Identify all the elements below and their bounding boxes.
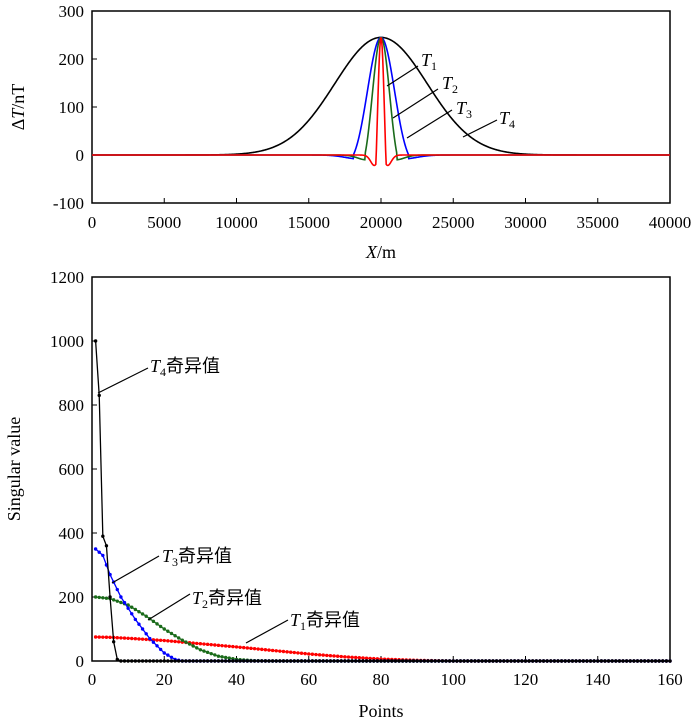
top-x-tick-label: 35000 — [577, 213, 620, 232]
top-label-t3: T3 — [456, 98, 472, 121]
bottom-y-tick-label: 800 — [59, 396, 85, 415]
bottom-leader-t4 — [97, 367, 149, 394]
top-y-tick-label: -100 — [53, 194, 84, 213]
top-series-line-t2 — [92, 36, 670, 161]
top-leader-t3 — [406, 109, 453, 139]
bottom-y-tick-label: 200 — [59, 588, 85, 607]
bottom-x-tick-label: 160 — [657, 670, 683, 689]
top-leader-t1 — [386, 65, 419, 87]
top-x-axis-label: X/m — [365, 242, 396, 262]
top-y-axis-label: ΔT/nT — [8, 84, 28, 131]
bottom-y-tick-label: 600 — [59, 460, 85, 479]
top-x-tick-label: 30000 — [504, 213, 547, 232]
bottom-series-labels: T1奇异值 T2奇异值 T3奇异值 T4奇异值 — [97, 356, 360, 644]
bottom-label-t4: T4奇异值 — [150, 356, 220, 379]
bottom-series — [93, 339, 672, 663]
top-label-t4: T4 — [499, 108, 515, 131]
top-leader-t2 — [392, 88, 439, 119]
bottom-x-tick-label: 40 — [228, 670, 245, 689]
top-series-line-t4 — [92, 36, 670, 156]
bottom-x-tick-label: 140 — [585, 670, 611, 689]
top-label-t2: T2 — [442, 73, 458, 96]
bottom-label-t1: T1奇异值 — [290, 610, 360, 633]
top-x-tick-label: 20000 — [360, 213, 403, 232]
bottom-x-tick-label: 100 — [441, 670, 467, 689]
top-x-tick-label: 5000 — [147, 213, 181, 232]
bottom-series-line-t4 — [94, 340, 670, 662]
bottom-y-tick-label: 400 — [59, 524, 85, 543]
bottom-x-axis-label: Points — [358, 701, 403, 721]
top-series-line-t3 — [92, 36, 670, 160]
top-y-tick-label: 200 — [59, 50, 85, 69]
bottom-leader-t1 — [245, 619, 289, 644]
top-x-tick-label: 10000 — [215, 213, 258, 232]
top-label-t1: T1 — [421, 50, 437, 73]
bottom-series-line-t2 — [95, 596, 670, 662]
top-x-tick-label: 40000 — [649, 213, 692, 232]
bottom-y-axis-label: Singular value — [4, 417, 24, 521]
top-x-tick-label: 15000 — [288, 213, 331, 232]
bottom-points-t4 — [93, 339, 672, 663]
top-y-tick-label: 300 — [59, 2, 85, 21]
bottom-ticks: 0 20 40 60 80 100 120 140 160 0 200 400 600 800 1000 12… — [50, 268, 683, 689]
bottom-label-t2: T2奇异值 — [192, 588, 262, 611]
bottom-x-tick-label: 0 — [88, 670, 97, 689]
bottom-x-tick-label: 120 — [513, 670, 539, 689]
bottom-y-tick-label: 0 — [76, 652, 85, 671]
plot-frame-bottom — [91, 276, 671, 662]
top-series — [92, 36, 670, 167]
bottom-y-tick-label: 1200 — [50, 268, 84, 287]
top-x-tick-label: 25000 — [432, 213, 475, 232]
bottom-label-t3: T3奇异值 — [162, 546, 232, 569]
bottom-y-tick-label: 1000 — [50, 332, 84, 351]
top-ticks: 0 5000 10000 15000 20000 25000 30000 35000 40000… — [53, 2, 691, 232]
chart-bottom-singular: 0 20 40 60 80 100 120 140 160 0 200 400 600 800 1000 12… — [4, 268, 683, 721]
bottom-leader-t3 — [111, 555, 160, 584]
bottom-x-tick-label: 80 — [373, 670, 390, 689]
top-series-line-t1 — [92, 37, 670, 167]
bottom-x-tick-label: 60 — [300, 670, 317, 689]
top-leader-t4 — [462, 119, 498, 138]
chart-top-anomaly: 0 5000 10000 15000 20000 25000 30000 35000 40000… — [8, 2, 691, 262]
bottom-x-tick-label: 20 — [156, 670, 173, 689]
top-y-tick-label: 100 — [59, 98, 85, 117]
top-x-tick-label: 0 — [88, 213, 97, 232]
top-y-tick-label: 0 — [76, 146, 85, 165]
bottom-leader-t2 — [147, 593, 191, 621]
bottom-points-t2 — [93, 595, 672, 663]
